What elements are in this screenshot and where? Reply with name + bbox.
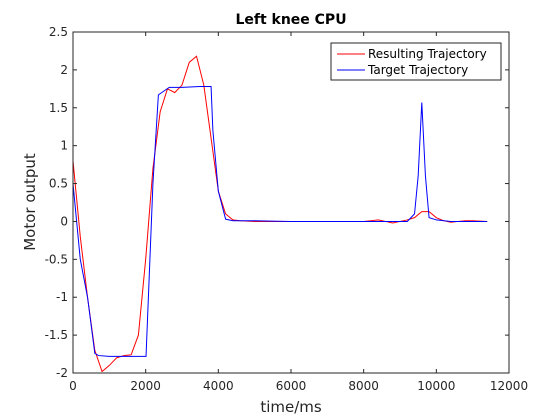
plot-background — [73, 32, 509, 373]
series-line-2 — [72, 86, 488, 357]
x-tick-label: 6000 — [276, 379, 307, 393]
y-tick-label: 2 — [60, 63, 68, 77]
legend-box — [330, 42, 502, 81]
y-tick-label: -0.5 — [45, 252, 68, 266]
chart-title: Left knee CPU — [235, 12, 346, 28]
x-tick-label: 0 — [69, 379, 77, 393]
y-tick-label: 0.5 — [49, 177, 68, 191]
x-axis-label: time/ms — [260, 398, 322, 416]
x-tick-label: 10000 — [417, 379, 455, 393]
ticks-layer: 0 2000 4000 6000 8000 10000 12000 -2 -1.5 -1 -0.5 0… — [45, 25, 529, 393]
y-tick-label: -1.5 — [45, 328, 68, 342]
x-tick-label: 12000 — [490, 379, 528, 393]
legend-label-2: Target Trajectory — [367, 63, 468, 77]
x-tick-label: 8000 — [348, 379, 379, 393]
y-tick-label: 1.5 — [49, 101, 68, 115]
legend-label-1: Resulting Trajectory — [368, 47, 487, 61]
y-tick-label: 2.5 — [49, 25, 68, 39]
x-tick-label: 2000 — [130, 379, 161, 393]
y-axis-label: Motor output — [21, 153, 39, 251]
x-tick-label: 4000 — [203, 379, 234, 393]
y-tick-label: -2 — [56, 366, 68, 380]
y-tick-label: 0 — [60, 214, 68, 228]
legend: Resulting Trajectory Target Trajectory — [330, 42, 502, 81]
series-layer — [72, 55, 488, 373]
y-tick-label: -1 — [56, 290, 68, 304]
y-tick-label: 1 — [60, 139, 68, 153]
